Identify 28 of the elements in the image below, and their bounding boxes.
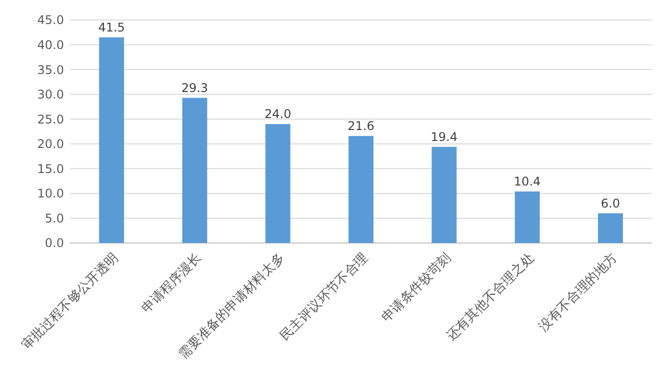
- data-label: 29.3: [181, 80, 208, 95]
- bar: [598, 213, 623, 243]
- bar: [348, 136, 374, 243]
- bar: [514, 191, 540, 243]
- bar: [182, 98, 208, 243]
- bar: [265, 124, 290, 243]
- y-tick-label: 10.0: [37, 186, 64, 201]
- y-tick-label: 40.0: [37, 38, 64, 52]
- y-tick-label: 30.0: [37, 88, 64, 102]
- data-label: 10.4: [514, 174, 541, 188]
- data-label: 24.0: [264, 107, 292, 122]
- y-tick-label: 5.0: [44, 211, 64, 226]
- y-tick-label: 0.0: [44, 236, 64, 250]
- y-tick-label: 35.0: [37, 62, 64, 77]
- x-tick-label: 申请程序漫长: [138, 250, 205, 316]
- x-tick-label: 审批过程不够公开透明: [18, 250, 122, 353]
- bar: [432, 146, 457, 243]
- data-label: 6.0: [600, 196, 620, 210]
- y-tick-label: 20.0: [37, 137, 64, 152]
- y-tick-label: 25.0: [37, 112, 64, 126]
- y-tick-label: 15.0: [37, 162, 64, 176]
- data-label: 41.5: [98, 20, 125, 34]
- data-label: 19.4: [430, 130, 458, 144]
- bar: [99, 37, 124, 243]
- x-tick-label: 没有不合理的地方: [536, 250, 620, 335]
- x-tick-label: 申请条件较苛刻: [379, 250, 454, 326]
- data-label: 21.6: [348, 118, 374, 133]
- y-tick-label: 45.0: [37, 13, 64, 28]
